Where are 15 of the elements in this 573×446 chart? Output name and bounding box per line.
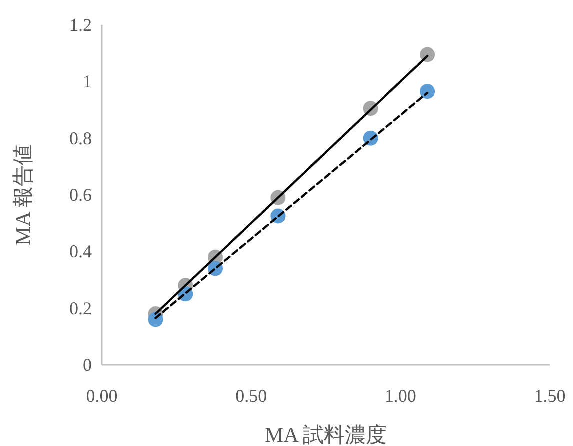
- y-tick-label: 0.6: [70, 185, 92, 205]
- y-tick-label: 0: [83, 355, 92, 375]
- point: [420, 47, 436, 62]
- x-tick-label: 0.50: [236, 386, 268, 406]
- y-axis-title: MA 報告値: [11, 144, 35, 246]
- y-tick-label: 0.2: [70, 298, 92, 318]
- y-tick-label: 1: [83, 72, 92, 92]
- point: [420, 84, 436, 100]
- x-tick-label: 1.00: [384, 386, 416, 406]
- x-tick-label: 1.50: [534, 386, 566, 406]
- x-axis-title: MA 試料濃度: [265, 423, 387, 446]
- x-tick-label: 0.00: [86, 386, 118, 406]
- y-tick-label: 1.2: [70, 15, 92, 35]
- y-tick-label: 0.8: [70, 128, 92, 148]
- y-tick-label: 0.4: [70, 242, 92, 262]
